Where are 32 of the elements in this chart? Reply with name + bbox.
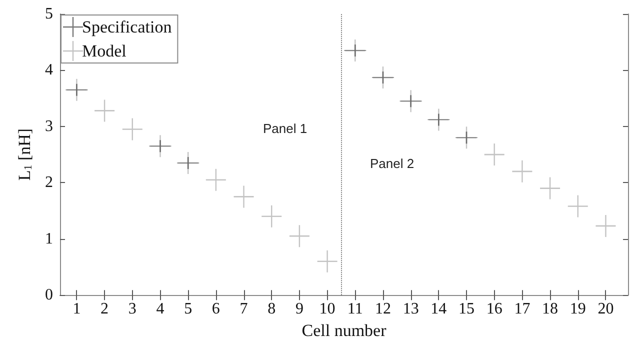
x-tick-label: 11 [347,300,363,318]
x-tick-label: 4 [156,300,164,318]
x-tick-label: 15 [458,300,475,318]
x-tick-label: 8 [268,300,276,318]
annotation: Panel 1 [263,121,308,136]
y-tick-label: 3 [45,118,53,135]
x-tick-label: 18 [542,300,558,318]
x-tick-label: 20 [598,300,614,318]
x-tick-label: 12 [374,300,391,318]
x-tick-label: 16 [486,300,502,318]
legend-label: Specification [82,18,172,36]
x-tick-label: 7 [240,300,248,318]
legend-label: Model [82,42,127,60]
x-tick-label: 6 [212,300,220,318]
x-axis-title: Cell number [302,321,387,340]
y-tick-label: 4 [45,62,53,79]
x-tick-label: 17 [514,300,530,318]
x-tick-label: 2 [100,300,109,318]
y-axis-title: L1 [nH] [15,128,34,181]
x-tick-label: 5 [184,300,192,318]
x-tick-label: 10 [319,300,336,318]
x-tick-label: 13 [402,300,419,318]
x-tick-label: 9 [295,300,304,318]
x-tick-label: 19 [570,300,586,318]
y-tick-label: 5 [45,6,53,22]
y-tick-label: 1 [45,230,53,248]
y-tick-label: 0 [45,286,53,304]
annotation: Panel 2 [370,156,414,171]
y-tick-label: 2 [45,174,53,192]
x-tick-label: 14 [430,300,447,318]
x-tick-label: 3 [128,300,136,318]
x-tick-label: 1 [72,300,81,318]
